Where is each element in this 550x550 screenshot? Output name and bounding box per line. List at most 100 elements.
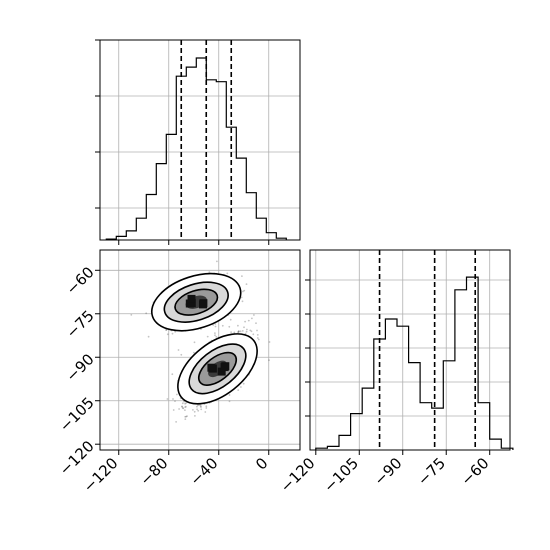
bl-scatter-point (147, 335, 150, 338)
bl-scatter-point (184, 415, 187, 418)
bl-scatter-point (215, 335, 218, 338)
br-xtick-label: −105 (320, 454, 362, 496)
bl-scatter-point (193, 410, 196, 413)
bl-scatter-point (243, 326, 245, 329)
panel-bottom-left-frame (99, 249, 301, 451)
bl-scatter-point (194, 415, 196, 417)
bl-scatter-point (196, 405, 198, 408)
bl-scatter-point (268, 359, 270, 362)
bl-scatter-point (247, 319, 250, 322)
bl-scatter-point (193, 341, 196, 344)
bl-scatter-point (185, 405, 187, 408)
bl-density-core (217, 367, 226, 376)
bl-scatter-point (253, 314, 255, 316)
bl-scatter-point (249, 329, 252, 332)
bl-scatter-point (193, 351, 195, 354)
bl-density-core (199, 300, 207, 309)
bl-scatter-point (192, 409, 194, 411)
bl-scatter-point (214, 334, 216, 337)
bl-scatter-point (181, 406, 184, 408)
bl-scatter-point (268, 341, 271, 343)
bl-scatter-point (182, 407, 184, 409)
bl-scatter-point (251, 317, 253, 320)
bl-scatter-point (242, 290, 244, 293)
bl-scatter-point (242, 382, 245, 385)
bl-scatter-point (214, 332, 216, 334)
bl-scatter-point (182, 407, 185, 410)
tl-histogram-step (105, 57, 287, 240)
bl-scatter-point (241, 330, 244, 332)
bl-scatter-point (200, 406, 202, 408)
bl-scatter-point (245, 330, 248, 333)
bl-scatter-point (244, 320, 247, 323)
bl-density-core (207, 363, 216, 372)
bl-ytick-label: −90 (63, 350, 98, 385)
br-xtick-label: −75 (414, 454, 449, 489)
bl-scatter-point (212, 324, 215, 326)
bl-scatter-point (256, 334, 259, 336)
bl-density-core (187, 294, 196, 303)
bl-scatter-point (196, 408, 199, 411)
bl-scatter-point (221, 324, 224, 327)
bl-scatter-point (178, 408, 181, 410)
bl-scatter-point (174, 400, 176, 402)
bl-scatter-point (230, 331, 233, 333)
bl-scatter-point (241, 300, 244, 303)
bl-scatter-point (240, 296, 243, 299)
bl-xtick-label: 0 (252, 454, 271, 473)
bl-scatter-point (256, 329, 258, 332)
bl-scatter-point (165, 329, 168, 331)
bl-scatter-point (171, 373, 174, 376)
bl-scatter-point (184, 409, 186, 411)
bl-density-contour (150, 272, 242, 332)
br-xtick-label: −120 (277, 454, 319, 496)
bl-scatter-point (172, 409, 175, 411)
bl-scatter-point (256, 337, 259, 339)
bl-scatter-point (245, 283, 248, 285)
bl-scatter-point (171, 332, 174, 335)
bl-ytick-label: −75 (63, 307, 98, 342)
bl-density-contour (188, 343, 247, 395)
bl-scatter-point (205, 405, 208, 408)
bl-scatter-point (177, 349, 180, 351)
panel-bottom-right: −120 −105 −90 −75 −60 (277, 249, 514, 496)
bl-scatter-point (241, 275, 243, 277)
bl-scatter-point (228, 325, 231, 328)
bl-scatter-point (199, 404, 202, 407)
bl-scatter-point (216, 260, 218, 263)
bl-scatter-point (166, 398, 169, 400)
bl-scatter-point (237, 330, 240, 333)
bl-scatter-point (205, 407, 208, 409)
panel-top-left (95, 39, 301, 245)
bl-scatter-point (206, 335, 209, 338)
bl-scatter-point (199, 405, 202, 408)
bl-ytick-label: −60 (63, 263, 98, 298)
bl-scatter-point (145, 312, 148, 315)
bl-scatter-point (175, 421, 178, 423)
bl-density-contour (174, 288, 219, 316)
bl-scatter-point (250, 330, 253, 333)
bl-density-contour (177, 333, 258, 405)
br-histogram-step (315, 276, 514, 450)
panel-bottom-right-frame (309, 249, 511, 451)
bl-scatter-point (166, 333, 169, 336)
bl-scatter-point (181, 402, 184, 405)
bl-scatter-point (176, 393, 178, 396)
panel-bottom-right-background (310, 250, 510, 450)
panel-top-left-background (100, 40, 300, 240)
bl-scatter-point (237, 331, 240, 334)
bl-scatter-point (233, 331, 236, 334)
bl-scatter-point (226, 272, 229, 275)
bl-scatter-point (237, 330, 240, 333)
bl-scatter-point (184, 418, 187, 420)
bl-scatter-point (252, 333, 255, 336)
bl-scatter-point (228, 394, 231, 396)
bl-scatter-point (229, 318, 232, 321)
bl-scatter-point (181, 405, 183, 408)
bl-scatter-point (237, 324, 239, 327)
bl-scatter-point (257, 338, 260, 341)
bl-density-contour (163, 281, 229, 323)
bl-scatter-point (214, 325, 217, 328)
bl-scatter-point (184, 402, 187, 405)
panel-bottom-left: −120 −80 −40 0−60−75−90−105−120 (56, 249, 301, 496)
